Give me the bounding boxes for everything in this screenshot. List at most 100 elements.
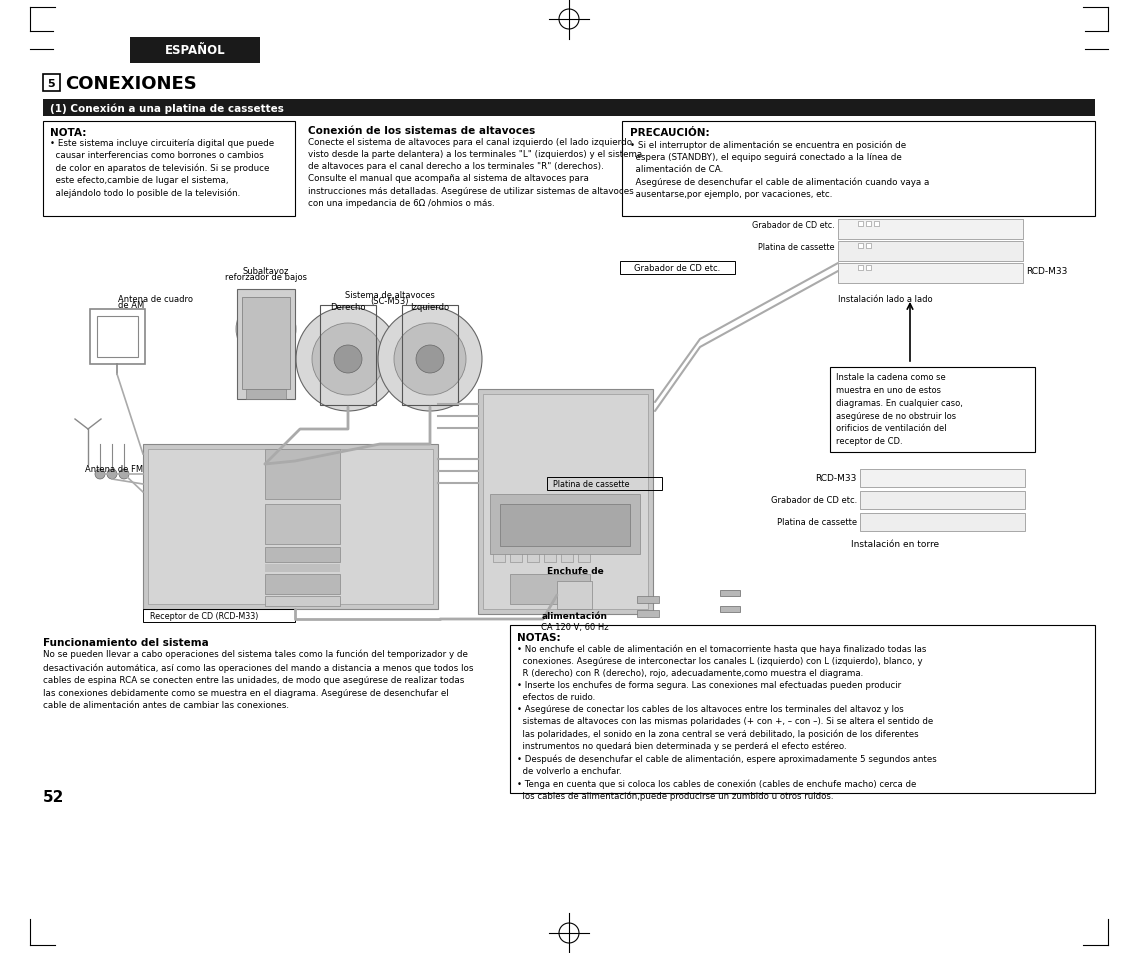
Bar	[578, 555, 589, 562]
Circle shape	[522, 455, 531, 464]
Bar	[402, 306, 457, 406]
Circle shape	[394, 324, 465, 395]
Circle shape	[152, 472, 163, 481]
Bar	[556, 581, 592, 609]
Bar	[265, 504, 340, 544]
Bar	[43, 75, 60, 91]
Bar	[860, 514, 1025, 532]
Circle shape	[187, 489, 197, 498]
Bar	[478, 390, 653, 615]
Text: CA 120 V, 60 Hz: CA 120 V, 60 Hz	[542, 622, 609, 631]
Bar	[90, 310, 145, 365]
Circle shape	[187, 522, 197, 533]
Text: Receptor de CD (RCD-M33): Receptor de CD (RCD-M33)	[150, 612, 258, 620]
Bar	[866, 222, 871, 227]
Circle shape	[204, 522, 214, 533]
Circle shape	[152, 489, 163, 498]
Bar	[874, 222, 879, 227]
Circle shape	[204, 472, 214, 481]
Bar	[858, 266, 863, 271]
Text: Derecho: Derecho	[330, 303, 365, 312]
Circle shape	[505, 399, 516, 410]
Bar	[866, 244, 871, 249]
Bar	[622, 122, 1095, 216]
Circle shape	[94, 470, 105, 479]
Text: Sistema de altavoces: Sistema de altavoces	[345, 291, 435, 299]
Bar	[490, 495, 640, 555]
Circle shape	[236, 299, 296, 359]
Bar	[637, 610, 659, 618]
Bar	[265, 575, 340, 595]
Circle shape	[204, 489, 214, 498]
Circle shape	[312, 324, 384, 395]
Text: • Si el interruptor de alimentación se encuentra en posición de
  espera (STANDB: • Si el interruptor de alimentación se e…	[630, 140, 930, 198]
Circle shape	[378, 308, 483, 412]
Text: 5: 5	[48, 79, 56, 89]
Text: Platina de cassette: Platina de cassette	[777, 518, 857, 527]
Circle shape	[204, 455, 214, 464]
Circle shape	[488, 470, 498, 479]
Bar	[866, 266, 871, 271]
Circle shape	[107, 470, 117, 479]
Text: alimentación: alimentación	[542, 612, 608, 620]
Circle shape	[170, 472, 180, 481]
Text: Conexión de los sistemas de altavoces: Conexión de los sistemas de altavoces	[308, 126, 535, 136]
Bar	[265, 450, 340, 499]
Circle shape	[187, 472, 197, 481]
Circle shape	[296, 308, 399, 412]
Text: Enchufe de: Enchufe de	[546, 566, 603, 576]
Bar	[265, 564, 340, 573]
Text: Antena de FM: Antena de FM	[85, 464, 143, 474]
Circle shape	[522, 470, 531, 479]
Text: NOTA:: NOTA:	[50, 128, 86, 138]
Text: Platina de cassette: Platina de cassette	[553, 479, 629, 489]
Bar	[838, 220, 1023, 240]
Circle shape	[522, 415, 531, 424]
Bar	[637, 597, 659, 603]
Circle shape	[119, 470, 129, 479]
Bar	[237, 290, 295, 399]
Circle shape	[187, 455, 197, 464]
Bar	[143, 444, 438, 609]
Circle shape	[248, 312, 284, 348]
Bar	[43, 122, 295, 216]
Bar	[242, 297, 290, 390]
Bar	[148, 450, 432, 604]
Circle shape	[170, 455, 180, 464]
Bar	[858, 244, 863, 249]
Text: Conecte el sistema de altavoces para el canal izquierdo (el lado izquierdo
visto: Conecte el sistema de altavoces para el …	[308, 138, 642, 208]
Bar	[143, 609, 295, 622]
Text: (SC-M53): (SC-M53)	[371, 296, 410, 306]
Text: Instalación lado a lado: Instalación lado a lado	[838, 294, 933, 304]
Bar	[838, 264, 1023, 284]
Text: RCD-M33: RCD-M33	[816, 474, 857, 483]
Text: Antena de cuadro: Antena de cuadro	[118, 294, 193, 304]
Text: (1) Conexión a una platina de cassettes: (1) Conexión a una platina de cassettes	[50, 103, 283, 113]
Circle shape	[204, 505, 214, 516]
Bar	[527, 555, 539, 562]
Bar	[43, 100, 1095, 117]
Circle shape	[417, 346, 444, 374]
Text: • No enchufe el cable de alimentación en el tomacorriente hasta que haya finaliz: • No enchufe el cable de alimentación en…	[517, 644, 937, 801]
Circle shape	[250, 354, 282, 386]
Text: Platina de cassette: Platina de cassette	[759, 242, 835, 252]
Circle shape	[170, 522, 180, 533]
Bar	[858, 222, 863, 227]
Bar	[544, 555, 556, 562]
Text: reforzador de bajos: reforzador de bajos	[225, 273, 307, 282]
Bar	[620, 262, 735, 274]
Text: Subaltavoz: Subaltavoz	[242, 267, 289, 275]
Bar	[561, 555, 574, 562]
Bar	[510, 625, 1095, 793]
Circle shape	[505, 455, 516, 464]
Text: Funcionamiento del sistema: Funcionamiento del sistema	[43, 638, 208, 647]
Circle shape	[488, 399, 498, 410]
Circle shape	[488, 455, 498, 464]
Bar	[246, 390, 286, 399]
Bar	[860, 470, 1025, 488]
Bar	[720, 606, 740, 613]
Text: de AM: de AM	[118, 301, 145, 310]
Circle shape	[333, 346, 362, 374]
Bar	[483, 395, 648, 609]
Text: Izquierdo: Izquierdo	[411, 303, 450, 312]
